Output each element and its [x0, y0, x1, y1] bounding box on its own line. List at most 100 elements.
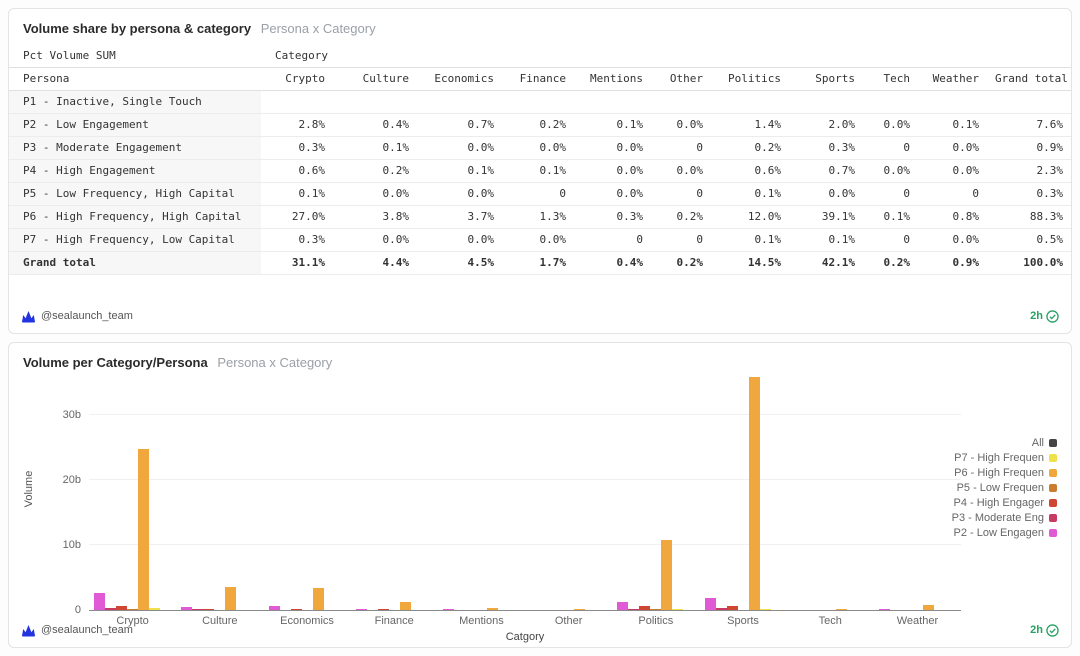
bar[interactable]: [105, 608, 117, 610]
value-cell: 0: [574, 228, 651, 252]
y-axis-label: Volume: [23, 470, 35, 508]
value-cell: [789, 90, 863, 114]
value-cell: 0.0%: [417, 228, 502, 252]
bar[interactable]: [181, 607, 193, 610]
legend-item[interactable]: P2 - Low Engagen: [952, 525, 1057, 540]
value-cell: 0: [651, 182, 711, 206]
legend-item[interactable]: P3 - Moderate Eng: [952, 510, 1057, 525]
value-cell: 0.0%: [918, 136, 987, 160]
value-cell: 1.3%: [502, 205, 574, 229]
bar-groups: [89, 371, 961, 610]
bar[interactable]: [574, 609, 586, 610]
bar[interactable]: [639, 606, 651, 610]
legend-label: P4 - High Engager: [953, 496, 1045, 509]
bar[interactable]: [672, 609, 684, 610]
persona-cell: Grand total: [9, 251, 261, 275]
table-card-header: Volume share by persona & category Perso…: [9, 9, 1071, 44]
legend-item[interactable]: P4 - High Engager: [952, 495, 1057, 510]
bar[interactable]: [268, 606, 280, 610]
bar[interactable]: [835, 609, 847, 610]
bar[interactable]: [661, 540, 673, 610]
value-cell: 3.8%: [333, 205, 417, 229]
column-header: Weather: [918, 67, 987, 91]
author-credit[interactable]: @sealaunch_team: [21, 310, 133, 323]
x-axis-tick: Mentions: [459, 615, 504, 627]
value-cell: [711, 90, 789, 114]
x-axis-tick: Finance: [374, 615, 414, 627]
bar[interactable]: [759, 609, 771, 610]
chart-plot: 0 10b 20b 30b: [63, 371, 961, 616]
bar[interactable]: [442, 609, 454, 610]
chart-card-title: Volume per Category/Persona: [23, 355, 208, 370]
bar[interactable]: [878, 609, 890, 610]
author-credit[interactable]: @sealaunch_team: [21, 624, 133, 637]
persona-cell: P4 - High Engagement: [9, 159, 261, 183]
table-card-subtitle: Persona x Category: [260, 21, 376, 36]
bar[interactable]: [94, 593, 106, 610]
value-cell: 0.7%: [417, 113, 502, 137]
bar-group-economics: [263, 371, 350, 610]
bar[interactable]: [127, 609, 139, 610]
value-cell: 0.7%: [789, 159, 863, 183]
check-circle-icon: [1046, 309, 1059, 323]
value-cell: 0: [863, 228, 918, 252]
bar[interactable]: [399, 602, 411, 610]
value-cell: 27.0%: [261, 205, 333, 229]
bar[interactable]: [650, 609, 662, 610]
value-cell: 0.6%: [711, 159, 789, 183]
y-axis-tick: 20b: [62, 474, 81, 486]
bar[interactable]: [355, 609, 367, 610]
legend-item[interactable]: All: [952, 435, 1057, 450]
bar[interactable]: [225, 587, 237, 610]
bar[interactable]: [704, 598, 716, 610]
legend-item[interactable]: P5 - Low Frequen: [952, 480, 1057, 495]
bar[interactable]: [290, 609, 302, 610]
bar[interactable]: [312, 588, 324, 610]
value-cell: 0.0%: [574, 159, 651, 183]
value-cell: 0.4%: [333, 113, 417, 137]
value-cell: 0.2%: [863, 251, 918, 275]
bar[interactable]: [748, 377, 760, 610]
freshness-badge: 2h: [1030, 309, 1059, 323]
legend-swatch: [1049, 468, 1057, 477]
table-row: P5 - Low Frequency, High Capital 0.1% 0.0%…: [9, 182, 1071, 206]
bar[interactable]: [192, 609, 204, 610]
legend-item[interactable]: P6 - High Frequen: [952, 465, 1057, 480]
table-row: P2 - Low Engagement 2.8% 0.4% 0.7% 0.2% 0.1% 0…: [9, 113, 1071, 137]
value-cell: 0.1%: [711, 182, 789, 206]
bar[interactable]: [715, 608, 727, 610]
bar[interactable]: [726, 606, 738, 610]
bar[interactable]: [203, 609, 215, 610]
bar[interactable]: [149, 608, 161, 610]
bar[interactable]: [486, 608, 498, 610]
freshness-badge: 2h: [1030, 623, 1059, 637]
bar[interactable]: [922, 605, 934, 610]
y-axis-tick: 0: [74, 604, 81, 616]
column-header: Culture: [333, 67, 417, 91]
value-cell: 0.0%: [918, 228, 987, 252]
bar[interactable]: [138, 449, 150, 610]
value-cell: 0: [863, 136, 918, 160]
measure-label: Pct Volume SUM: [9, 44, 261, 68]
bar[interactable]: [628, 609, 640, 610]
bar[interactable]: [116, 606, 128, 610]
value-cell: 0.0%: [333, 228, 417, 252]
freshness-time: 2h: [1030, 624, 1043, 636]
value-cell: [987, 90, 1071, 114]
x-axis-tick: Other: [554, 615, 583, 627]
gridline: [89, 414, 961, 415]
value-cell: 4.4%: [333, 251, 417, 275]
value-cell: [574, 90, 651, 114]
value-cell: 42.1%: [789, 251, 863, 275]
value-cell: 0: [863, 182, 918, 206]
value-cell: 0: [651, 136, 711, 160]
legend-item[interactable]: P7 - High Frequen: [952, 450, 1057, 465]
value-cell: 4.5%: [417, 251, 502, 275]
bar[interactable]: [377, 609, 389, 610]
legend-label: All: [1031, 436, 1044, 449]
value-cell: 0.0%: [502, 228, 574, 252]
column-header-row: Persona Crypto Culture Economics Finance Ment…: [9, 67, 1071, 91]
value-cell: 0.1%: [918, 113, 987, 137]
bar[interactable]: [617, 602, 629, 610]
x-axis-tick: Politics: [638, 615, 674, 627]
